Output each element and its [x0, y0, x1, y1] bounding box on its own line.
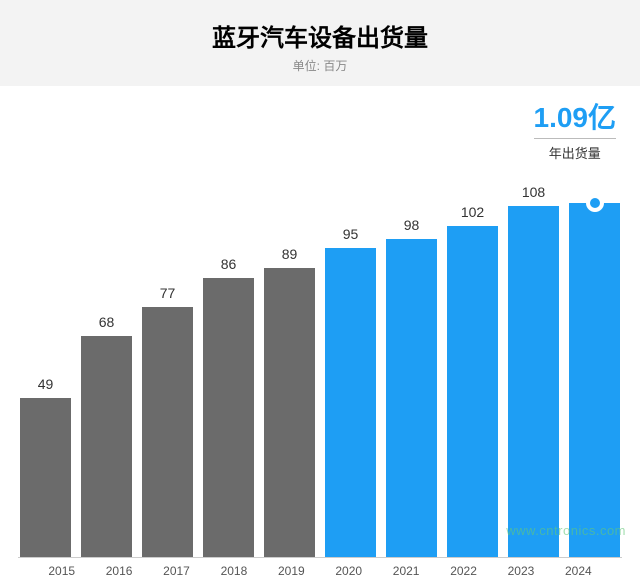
bar-value-label: 89 — [282, 246, 298, 262]
annotation-divider — [534, 138, 616, 139]
bar-value-label: 86 — [221, 256, 237, 272]
bar-value-label: 98 — [404, 217, 420, 233]
bar-slot: 49 — [20, 376, 71, 557]
bar-value-label: 68 — [99, 314, 115, 330]
x-tick-label: 2022 — [440, 564, 487, 578]
x-tick-label: 2021 — [382, 564, 429, 578]
bar-value-label: 108 — [522, 184, 545, 200]
x-tick-label: 2023 — [497, 564, 544, 578]
bar — [569, 203, 620, 557]
bar — [81, 336, 132, 557]
bar-slot: 89 — [264, 246, 315, 557]
x-tick-label: 2017 — [153, 564, 200, 578]
bar — [325, 248, 376, 557]
bar-slot: 108 — [508, 184, 559, 557]
x-tick-label: 2015 — [38, 564, 85, 578]
x-tick-label: 2020 — [325, 564, 372, 578]
x-tick-label: 2024 — [555, 564, 602, 578]
bar-value-label: 49 — [38, 376, 54, 392]
highlight-annotation: 1.09亿 年出货量 — [534, 96, 617, 162]
end-marker — [586, 194, 604, 212]
bar — [508, 206, 559, 557]
x-tick-label: 2016 — [95, 564, 142, 578]
bar-plot: 49 68 77 86 89 95 98 102 108 — [18, 168, 622, 558]
x-tick-label: 2018 — [210, 564, 257, 578]
bar-value-label: 95 — [343, 226, 359, 242]
bar-slot: 68 — [81, 314, 132, 557]
bar-slot: 77 — [142, 285, 193, 557]
bar-slot — [569, 203, 620, 557]
chart-header: 蓝牙汽车设备出货量 单位: 百万 — [0, 0, 640, 86]
watermark-text: www.cntronics.com — [506, 523, 626, 538]
bar-value-label: 102 — [461, 204, 484, 220]
bar-slot: 86 — [203, 256, 254, 558]
bar-value-label: 77 — [160, 285, 176, 301]
chart-title: 蓝牙汽车设备出货量 — [0, 18, 640, 53]
bar-slot: 98 — [386, 217, 437, 558]
x-axis: 2015 2016 2017 2018 2019 2020 2021 2022 2023 2024 — [18, 558, 622, 578]
highlight-sublabel: 年出货量 — [534, 143, 617, 162]
bar — [20, 398, 71, 557]
bar — [142, 307, 193, 557]
bar — [447, 226, 498, 558]
bar — [203, 278, 254, 558]
highlight-value: 1.09亿 — [534, 96, 617, 136]
bar-slot: 102 — [447, 204, 498, 558]
bar-slot: 95 — [325, 226, 376, 557]
chart-subtitle: 单位: 百万 — [0, 57, 640, 74]
bar — [264, 268, 315, 557]
x-tick-label: 2019 — [268, 564, 315, 578]
bar — [386, 239, 437, 558]
chart-area: 1.09亿 年出货量 49 68 77 86 89 95 98 102 108 2015 2016… — [0, 86, 640, 578]
